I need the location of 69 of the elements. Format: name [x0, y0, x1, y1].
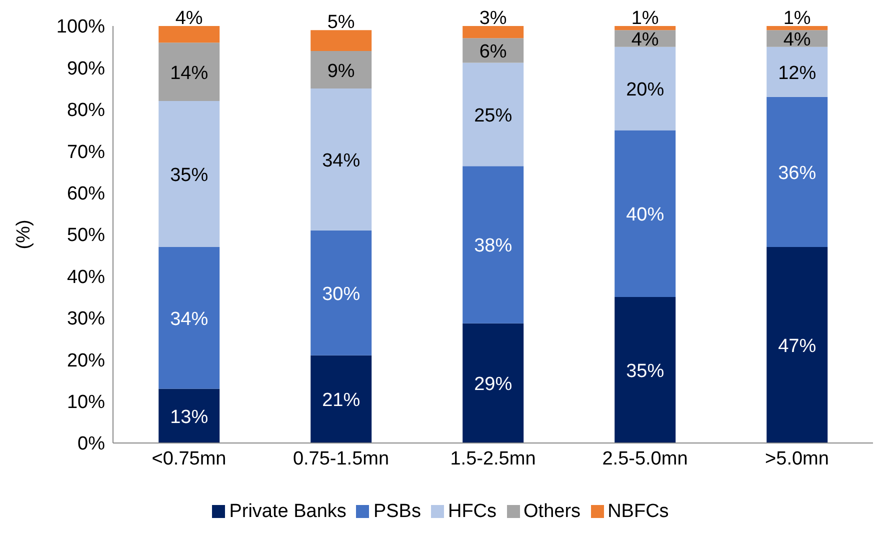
y-tick-label: 60% — [66, 184, 106, 205]
bar — [766, 46, 828, 97]
y-tick-label: 50% — [66, 225, 106, 246]
bar — [614, 26, 676, 30]
bar — [158, 26, 220, 43]
bar — [310, 230, 372, 356]
data-label: 14% — [170, 62, 208, 84]
bar — [158, 388, 220, 443]
bar — [462, 26, 524, 38]
data-label: 34% — [322, 150, 360, 172]
bar — [158, 42, 220, 102]
bar — [158, 101, 220, 248]
bar — [462, 166, 524, 324]
y-tick-label: 80% — [66, 100, 106, 122]
data-label: 20% — [626, 80, 664, 101]
bar — [766, 26, 828, 30]
data-label: 3% — [479, 8, 507, 29]
bar — [310, 355, 372, 443]
y-tick-label: 90% — [66, 58, 106, 80]
data-label: 13% — [170, 406, 208, 428]
data-label: 35% — [626, 361, 664, 382]
bar — [766, 96, 828, 248]
legend-label: NBFCs — [608, 501, 669, 522]
bar — [614, 130, 676, 298]
data-label: 4% — [175, 8, 203, 29]
data-label: 35% — [170, 165, 208, 186]
data-label: 29% — [474, 374, 512, 396]
data-label: 1% — [783, 8, 811, 29]
data-label: 38% — [474, 236, 512, 257]
y-axis-title: (%) — [14, 220, 35, 250]
bar — [614, 46, 676, 130]
y-tick-label: 100% — [56, 16, 106, 38]
data-label: 34% — [170, 308, 208, 330]
y-tick-label: 70% — [66, 142, 106, 163]
x-tick-label: 1.5-2.5mn — [450, 448, 536, 470]
data-label: 4% — [631, 30, 659, 51]
legend-label: Others — [524, 501, 581, 522]
y-tick-label: 30% — [66, 308, 106, 330]
bar — [158, 247, 220, 389]
y-tick-label: 20% — [66, 350, 106, 372]
data-label: 30% — [322, 284, 360, 305]
bar — [310, 88, 372, 230]
x-tick-label: >5.0mn — [765, 448, 829, 470]
x-tick-label: 2.5-5.0mn — [602, 448, 688, 470]
data-label: 12% — [778, 62, 816, 84]
bar — [310, 30, 372, 52]
data-label: 5% — [327, 12, 355, 34]
bar — [614, 297, 676, 443]
data-label: 4% — [783, 30, 811, 51]
legend-label: HFCs — [448, 501, 497, 522]
data-label: 36% — [778, 162, 816, 184]
x-tick-label: 0.75-1.5mn — [292, 448, 390, 470]
data-label: 40% — [626, 204, 664, 226]
bar — [462, 323, 524, 443]
data-label: 9% — [327, 60, 355, 82]
bar — [310, 51, 372, 89]
bar — [766, 247, 828, 443]
legend-label: PSBs — [373, 501, 421, 522]
bar — [462, 62, 524, 166]
y-tick-label: 0% — [78, 434, 106, 455]
y-tick-label: 10% — [66, 392, 106, 414]
data-label: 25% — [474, 105, 512, 126]
data-label: 1% — [631, 8, 659, 29]
legend-label: Private Banks — [229, 501, 346, 522]
data-label: 21% — [322, 390, 360, 412]
x-tick-label: <0.75mn — [152, 448, 226, 470]
y-tick-label: 40% — [66, 266, 106, 288]
data-label: 47% — [778, 336, 816, 358]
data-label: 6% — [479, 41, 507, 62]
